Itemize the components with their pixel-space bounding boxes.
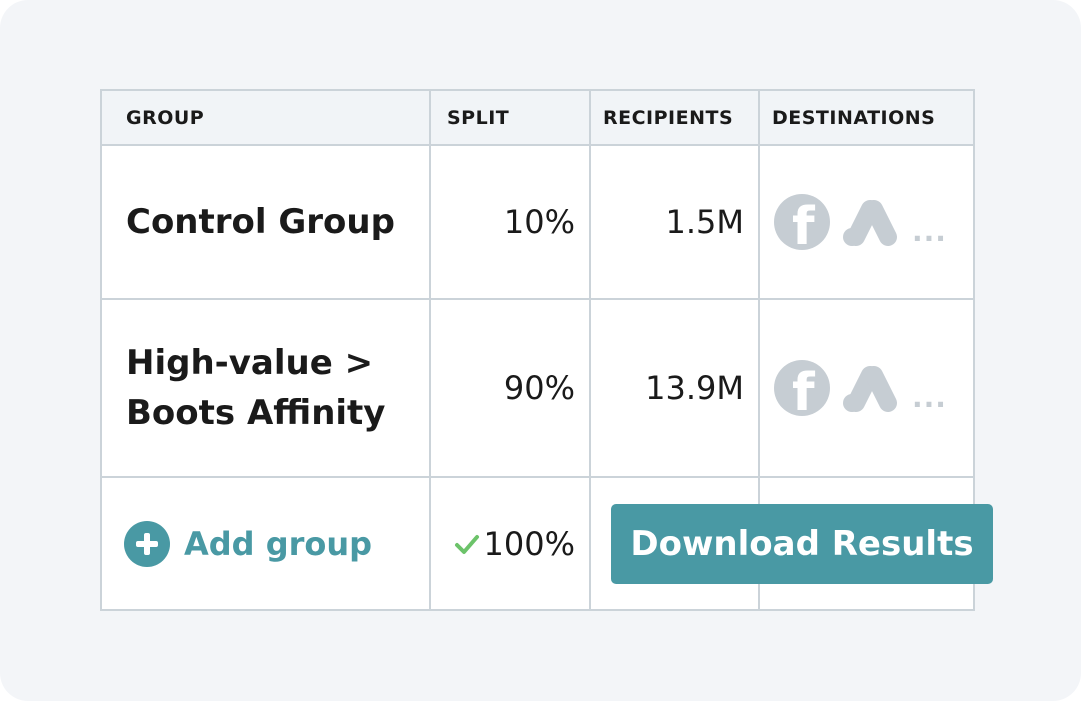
total-split: 100%: [429, 476, 591, 611]
table-row-recipients: 1.5M: [589, 144, 760, 300]
table-row-split: 10%: [429, 144, 591, 300]
more-destinations-icon[interactable]: ...: [912, 380, 947, 414]
table-row-group-name[interactable]: Control Group: [100, 144, 431, 300]
google-ads-icon: [842, 197, 900, 247]
google-ads-icon: [842, 363, 900, 413]
add-group-button[interactable]: Add group: [100, 476, 431, 611]
add-group-label: Add group: [184, 524, 373, 563]
table-row-recipients: 13.9M: [589, 298, 760, 478]
header-group: GROUP: [100, 89, 431, 146]
table-row-destinations: f ...: [758, 298, 975, 478]
plus-circle-icon: [124, 520, 170, 567]
download-results-button[interactable]: Download Results: [611, 504, 993, 584]
header-destinations: DESTINATIONS: [758, 89, 975, 146]
total-split-value: 100%: [483, 524, 575, 563]
table-row-group-name[interactable]: High-value > Boots Affinity: [100, 298, 431, 478]
header-split: SPLIT: [429, 89, 591, 146]
header-recipients: RECIPIENTS: [589, 89, 760, 146]
more-destinations-icon[interactable]: ...: [912, 214, 947, 248]
table-row-destinations: f ...: [758, 144, 975, 300]
facebook-icon: f: [774, 194, 830, 250]
checkmark-icon: [454, 533, 480, 555]
table-row-split: 90%: [429, 298, 591, 478]
facebook-icon: f: [774, 360, 830, 416]
